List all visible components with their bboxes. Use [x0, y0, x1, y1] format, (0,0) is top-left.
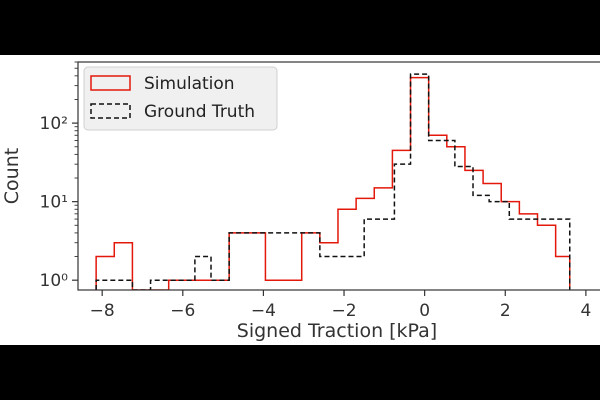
legend-label-ground-truth: Ground Truth [144, 102, 255, 122]
y-axis-label: Count [1, 148, 23, 204]
x-tick-label: −4 [251, 301, 276, 321]
y-tick-label: 10⁰ [40, 271, 69, 291]
histogram-chart: −8 −6 −4 −2 0 2 4 10⁰ 10¹ 10² Signed Traction [k… [1, 61, 600, 342]
x-tick-label: −2 [331, 301, 356, 321]
x-axis: −8 −6 −4 −2 0 2 4 [90, 290, 591, 321]
legend: Simulation Ground Truth [83, 66, 278, 131]
x-tick-label: 4 [580, 301, 591, 321]
legend-swatch-simulation [90, 75, 131, 91]
x-axis-label: Signed Traction [kPa] [237, 320, 437, 342]
legend-swatch-ground-truth [90, 103, 131, 119]
legend-label-simulation: Simulation [144, 74, 235, 94]
series-ground-truth [95, 73, 571, 290]
histogram-figure: −8 −6 −4 −2 0 2 4 10⁰ 10¹ 10² Signed Traction [k… [0, 55, 600, 345]
x-tick-label: 2 [500, 301, 511, 321]
series-simulation [95, 76, 571, 290]
x-tick-label: −8 [90, 301, 115, 321]
x-tick-label: −6 [170, 301, 195, 321]
y-tick-label: 10¹ [40, 193, 68, 213]
y-tick-label: 10² [40, 114, 68, 134]
legend-box [83, 66, 278, 131]
series-layer [95, 73, 571, 290]
x-tick-label: 0 [419, 301, 430, 321]
plot-frame [77, 61, 600, 291]
y-axis: 10⁰ 10¹ 10² [40, 61, 78, 291]
